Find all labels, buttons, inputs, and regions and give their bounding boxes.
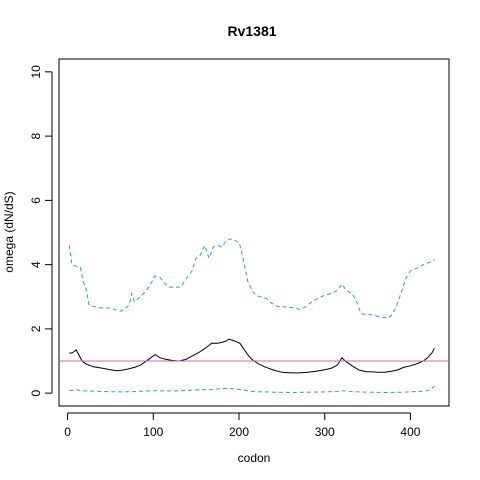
y-tick-label: 2 [29, 325, 43, 332]
x-tick-label: 400 [400, 425, 420, 439]
y-tick-label: 4 [29, 261, 43, 268]
y-tick-label: 8 [29, 132, 43, 139]
series-line-upper [68, 238, 435, 319]
plot-content [59, 238, 449, 394]
y-axis-label: omega (dN/dS) [2, 191, 16, 272]
plot-frame [58, 58, 450, 407]
series-line-estimate [69, 338, 435, 374]
x-tick-label: 100 [143, 425, 163, 439]
x-tick-label: 300 [315, 425, 335, 439]
y-tick-label: 10 [29, 65, 43, 79]
chart-title: Rv1381 [227, 23, 276, 39]
y-tick-label: 0 [29, 389, 43, 396]
x-tick-label: 200 [229, 425, 249, 439]
y-tick-label: 6 [29, 197, 43, 204]
x-axis-label: codon [238, 451, 271, 465]
x-axis: 0 100 200 300 400 [64, 412, 421, 439]
y-axis: 0 2 4 6 8 10 [29, 65, 53, 396]
x-tick-label: 0 [64, 425, 71, 439]
series-line-lower [69, 385, 435, 394]
